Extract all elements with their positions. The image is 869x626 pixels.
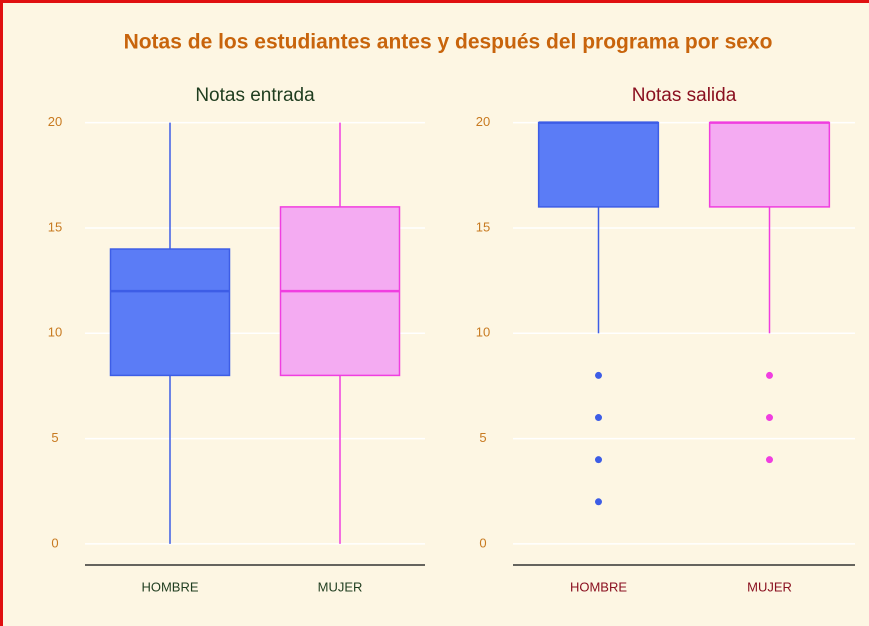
outlier <box>595 371 602 379</box>
box <box>708 121 831 208</box>
x-tick-label: HOMBRE <box>141 579 198 594</box>
outlier <box>766 456 773 464</box>
y-tick-label: 10 <box>476 325 490 340</box>
x-tick-label: MUJER <box>747 579 792 594</box>
outlier <box>595 414 602 422</box>
y-tick-label: 5 <box>51 430 58 445</box>
outlier <box>595 498 602 506</box>
outlier <box>595 456 602 464</box>
outlier <box>766 371 773 379</box>
panel-title: Notas entrada <box>195 85 315 106</box>
y-tick-label: 5 <box>479 430 486 445</box>
y-tick-label: 0 <box>51 535 58 550</box>
box <box>537 121 660 208</box>
y-tick-label: 15 <box>48 219 62 234</box>
page-title: Notas de los estudiantes antes y después… <box>124 31 773 54</box>
y-tick-label: 20 <box>48 114 62 129</box>
y-tick-label: 0 <box>479 535 486 550</box>
panel-title: Notas salida <box>632 85 737 106</box>
y-tick-label: 20 <box>476 114 490 129</box>
box <box>109 248 231 377</box>
y-tick-label: 10 <box>48 325 62 340</box>
outlier <box>766 414 773 422</box>
chart: Notas de los estudiantes antes y después… <box>48 31 855 594</box>
x-tick-label: MUJER <box>318 579 363 594</box>
y-tick-label: 15 <box>476 219 490 234</box>
x-tick-label: HOMBRE <box>570 579 627 594</box>
